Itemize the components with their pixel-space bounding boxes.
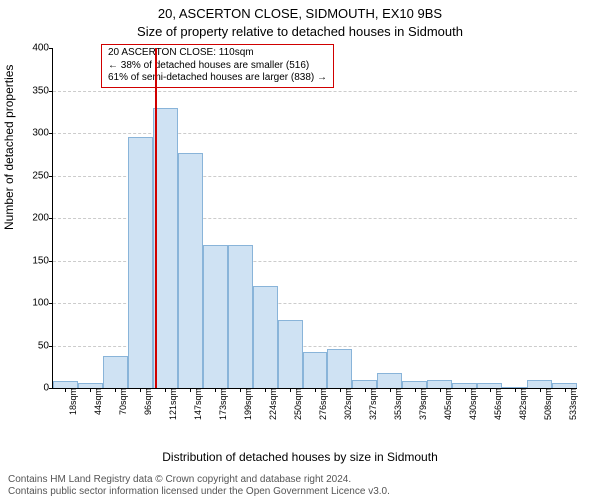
annotation-box: 20 ASCERTON CLOSE: 110sqm ← 38% of detac… xyxy=(101,44,334,88)
x-tick-label: 302sqm xyxy=(343,388,353,420)
x-tick-label: 121sqm xyxy=(168,388,178,420)
x-tick-label: 430sqm xyxy=(468,388,478,420)
y-tick-label: 350 xyxy=(32,85,49,96)
x-tick-label: 353sqm xyxy=(393,388,403,420)
x-tick-label: 508sqm xyxy=(543,388,553,420)
y-tick-label: 100 xyxy=(32,298,49,309)
x-tick-label: 96sqm xyxy=(143,388,153,415)
histogram-bar xyxy=(228,245,253,388)
x-tick-label: 379sqm xyxy=(418,388,428,420)
x-tick xyxy=(165,388,166,392)
y-tick xyxy=(49,261,53,262)
x-axis-label: Distribution of detached houses by size … xyxy=(0,450,600,464)
x-tick xyxy=(90,388,91,392)
histogram-bar xyxy=(327,349,352,388)
x-tick xyxy=(140,388,141,392)
page-title: 20, ASCERTON CLOSE, SIDMOUTH, EX10 9BS xyxy=(0,6,600,21)
x-tick xyxy=(315,388,316,392)
plot-area: 20 ASCERTON CLOSE: 110sqm ← 38% of detac… xyxy=(52,48,577,389)
x-tick-label: 70sqm xyxy=(118,388,128,415)
x-tick xyxy=(415,388,416,392)
chart-page: 20, ASCERTON CLOSE, SIDMOUTH, EX10 9BS S… xyxy=(0,0,600,500)
x-tick-label: 173sqm xyxy=(218,388,228,420)
annotation-line-3: 61% of semi-detached houses are larger (… xyxy=(108,72,327,85)
x-tick xyxy=(365,388,366,392)
x-tick-label: 482sqm xyxy=(518,388,528,420)
x-tick xyxy=(215,388,216,392)
y-tick-label: 250 xyxy=(32,170,49,181)
histogram-bar xyxy=(128,137,153,388)
x-tick-label: 250sqm xyxy=(293,388,303,420)
x-tick xyxy=(240,388,241,392)
y-tick xyxy=(49,346,53,347)
x-tick-label: 18sqm xyxy=(68,388,78,415)
x-tick xyxy=(440,388,441,392)
x-tick xyxy=(390,388,391,392)
y-tick-label: 400 xyxy=(32,43,49,54)
y-tick xyxy=(49,91,53,92)
y-tick xyxy=(49,303,53,304)
gridline xyxy=(53,133,577,134)
x-tick-label: 224sqm xyxy=(268,388,278,420)
x-tick xyxy=(490,388,491,392)
histogram-bar xyxy=(352,380,377,389)
y-tick xyxy=(49,48,53,49)
x-tick-label: 44sqm xyxy=(93,388,103,415)
y-tick-label: 200 xyxy=(32,213,49,224)
histogram-bar xyxy=(527,380,552,389)
x-tick-label: 405sqm xyxy=(443,388,453,420)
footnote-line-2: Contains public sector information licen… xyxy=(8,486,390,498)
gridline xyxy=(53,91,577,92)
x-tick xyxy=(515,388,516,392)
page-subtitle: Size of property relative to detached ho… xyxy=(0,24,600,39)
x-tick-label: 533sqm xyxy=(568,388,578,420)
x-tick-label: 327sqm xyxy=(368,388,378,420)
footnote: Contains HM Land Registry data © Crown c… xyxy=(8,474,390,498)
y-tick-label: 150 xyxy=(32,255,49,266)
histogram-bar xyxy=(427,380,452,389)
x-tick-label: 199sqm xyxy=(243,388,253,420)
histogram-bar xyxy=(53,381,78,388)
histogram-bar xyxy=(303,352,328,388)
y-tick xyxy=(49,388,53,389)
histogram-bar xyxy=(203,245,228,388)
x-tick xyxy=(65,388,66,392)
histogram-bar xyxy=(278,320,303,388)
y-tick-label: 0 xyxy=(43,383,49,394)
x-tick xyxy=(115,388,116,392)
footnote-line-1: Contains HM Land Registry data © Crown c… xyxy=(8,474,390,486)
x-tick xyxy=(190,388,191,392)
histogram-bar xyxy=(178,153,203,388)
y-axis-label: Number of detached properties xyxy=(2,65,16,230)
x-tick xyxy=(540,388,541,392)
y-tick xyxy=(49,176,53,177)
x-tick xyxy=(265,388,266,392)
annotation-line-2: ← 38% of detached houses are smaller (51… xyxy=(108,60,327,73)
histogram-bar xyxy=(377,373,402,388)
x-tick-label: 147sqm xyxy=(193,388,203,420)
histogram-bar xyxy=(402,381,427,388)
x-tick xyxy=(565,388,566,392)
x-tick-label: 276sqm xyxy=(318,388,328,420)
histogram-bar xyxy=(253,286,278,388)
histogram-bar xyxy=(103,356,128,388)
x-tick xyxy=(290,388,291,392)
annotation-line-1: 20 ASCERTON CLOSE: 110sqm xyxy=(108,47,327,60)
y-tick xyxy=(49,218,53,219)
x-tick xyxy=(465,388,466,392)
y-tick-label: 50 xyxy=(38,340,49,351)
y-tick xyxy=(49,133,53,134)
x-tick-label: 456sqm xyxy=(493,388,503,420)
property-marker-line xyxy=(155,48,157,388)
y-tick-label: 300 xyxy=(32,128,49,139)
x-tick xyxy=(340,388,341,392)
